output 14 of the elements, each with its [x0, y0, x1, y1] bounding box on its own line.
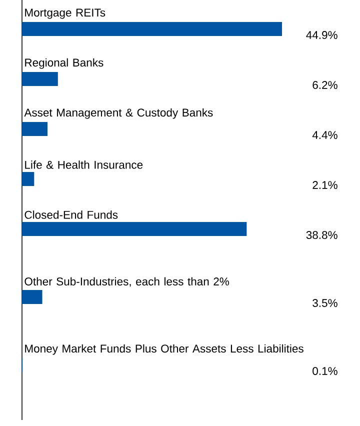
- y-tick-label: Money Market Funds Plus Other Assets Less Liabilities: [25, 344, 304, 355]
- data-label: 3.5%: [312, 299, 338, 307]
- data-label: 6.2%: [312, 81, 338, 89]
- y-tick-label: Life & Health Insurance: [25, 160, 143, 169]
- y-tick-label: Mortgage REITs: [25, 8, 106, 19]
- data-label: 4.4%: [312, 131, 338, 139]
- y-tick-label: Regional Banks: [25, 58, 104, 69]
- y-tick-label: Asset Management & Custody Banks: [24, 108, 213, 119]
- y-tick-label: Other Sub-Industries, each less than 2%: [24, 277, 230, 287]
- data-label: 2.1%: [312, 181, 338, 189]
- y-tick-label: Closed-End Funds: [24, 210, 118, 219]
- data-label: 0.1%: [312, 367, 338, 375]
- data-label: 44.9%: [306, 31, 338, 39]
- data-label: 38.8%: [306, 231, 338, 239]
